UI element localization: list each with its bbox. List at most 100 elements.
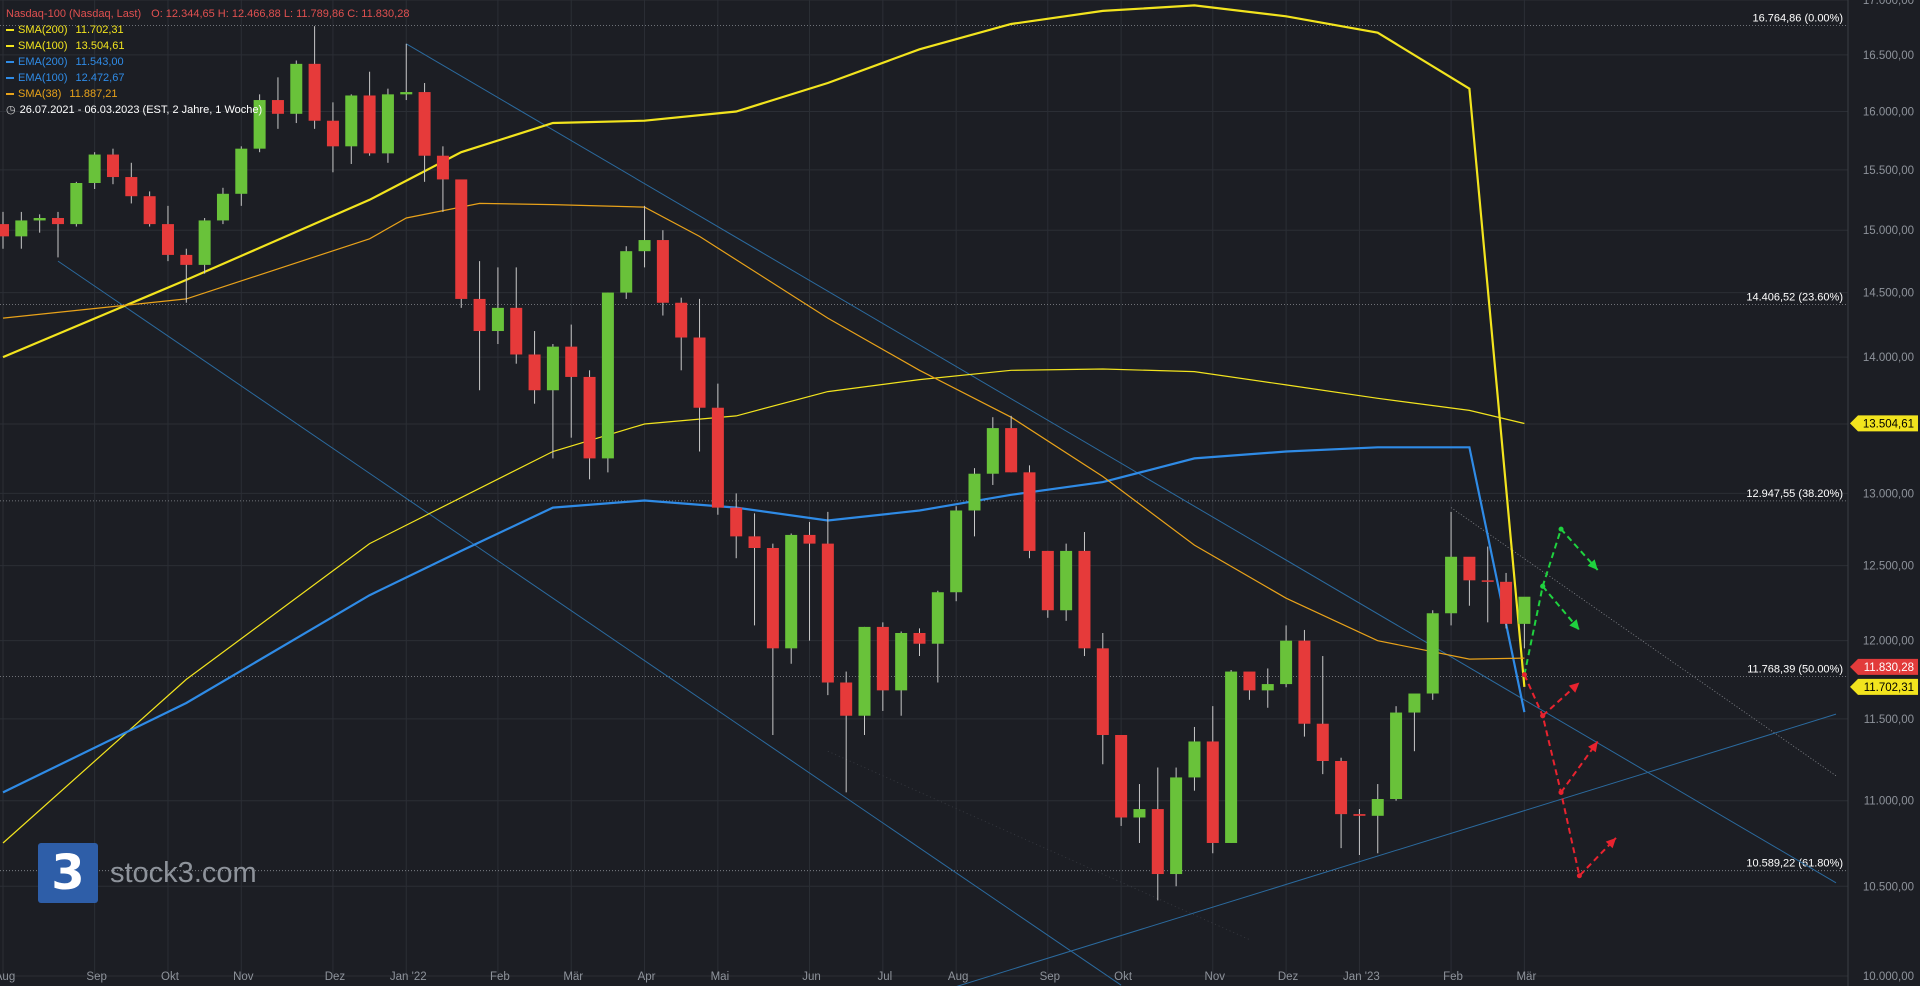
x-tick-label: Aug (0, 971, 15, 983)
x-tick-label: Aug (948, 971, 968, 983)
y-tick-label: 11.500,00 (1864, 714, 1914, 726)
y-tick-label: 16.000,00 (1863, 107, 1914, 119)
fib-label: 14.406,52 (23.60%) (1746, 291, 1843, 303)
candle-body (858, 626, 871, 716)
candle-body (88, 154, 101, 184)
candle-up (785, 533, 798, 664)
date-range: 26.07.2021 - 06.03.2023 (EST, 2 Jahre, 1… (19, 104, 263, 116)
candle-down (271, 77, 284, 129)
candle-down (693, 298, 706, 452)
y-tick-label: 14.500,00 (1863, 288, 1914, 300)
indicator-swatch (6, 61, 14, 63)
candle-down (125, 162, 138, 204)
indicator-swatch (6, 45, 14, 47)
candle-body (1243, 671, 1256, 691)
legend-indicator[interactable]: EMA(100) 12.472,67 (6, 70, 409, 86)
price-tag (1850, 678, 1918, 695)
candle-up (1170, 767, 1183, 887)
candle-body (1280, 640, 1293, 685)
legend-indicator[interactable]: SMA(38) 11.887,21 (6, 86, 409, 102)
x-tick-label: Nov (233, 971, 254, 983)
candle-up (33, 214, 46, 233)
candle-up (620, 246, 633, 299)
candle-down (0, 211, 9, 249)
candle-body (125, 177, 138, 197)
candle-body (1335, 760, 1348, 815)
candle-body (418, 92, 431, 156)
projection-down-alt1-path-head (1568, 682, 1580, 693)
candle-body (693, 337, 706, 408)
series-line-ema200 (2, 446, 1526, 794)
indicator-swatch (6, 93, 14, 95)
candle-body (1005, 428, 1018, 473)
legend-indicator[interactable]: SMA(200) 11.702,31 (6, 22, 409, 38)
candle-up (1371, 784, 1384, 854)
x-tick-label: Dez (325, 971, 346, 983)
candle-down (1500, 572, 1513, 629)
candle-body (1170, 777, 1183, 875)
candle-body (1463, 556, 1476, 581)
price-tag-label: 13.504,61 (1863, 418, 1914, 430)
indicator-swatch (6, 77, 14, 79)
x-tick-label: Dez (1278, 971, 1299, 983)
candle-down (1353, 809, 1366, 855)
candle-body (1206, 741, 1219, 843)
candle-down (730, 493, 743, 559)
candle-down (583, 370, 596, 480)
candle-body (931, 592, 944, 644)
candle-body (1133, 809, 1146, 818)
x-tick-label: Mär (1516, 971, 1536, 983)
series-line-sma100 (2, 4, 1526, 688)
indicator-label: EMA(100) (18, 72, 68, 84)
candle-body (0, 224, 9, 237)
candle-body (161, 224, 174, 255)
candle-down (51, 211, 64, 258)
candle-down (363, 71, 376, 156)
candle-up (235, 146, 248, 206)
candle-body (730, 507, 743, 537)
candle-body (1151, 809, 1164, 875)
stock3-logo: 3 stock3.com (38, 843, 257, 903)
x-tick-label: Okt (161, 971, 180, 983)
x-tick-label: Nov (1205, 971, 1226, 983)
legend-indicator[interactable]: EMA(200) 11.543,00 (6, 54, 409, 70)
candle-up (381, 88, 394, 163)
candle-body (1426, 613, 1439, 694)
candle-body (308, 63, 321, 121)
candle-down (766, 543, 779, 735)
candle-body (620, 251, 633, 293)
candle-body (1041, 550, 1054, 611)
indicator-swatch (6, 29, 14, 31)
candle-body (968, 473, 981, 511)
candle-up (491, 267, 504, 345)
y-tick-label: 13.000,00 (1863, 488, 1914, 500)
candle-body (766, 547, 779, 649)
x-tick-label: Okt (1114, 971, 1133, 983)
candle-down (418, 82, 431, 182)
fib-label: 12.947,55 (38.20%) (1746, 488, 1843, 500)
candle-body (583, 376, 596, 459)
candle-body (1078, 550, 1091, 649)
candle-body (656, 240, 669, 303)
candle-up (1280, 625, 1293, 688)
candle-down (1096, 633, 1109, 765)
indicator-value: 13.504,61 (75, 40, 125, 52)
legend-indicator[interactable]: SMA(100) 13.504,61 (6, 38, 409, 54)
x-tick-label: Sep (1040, 971, 1060, 983)
candle-down (748, 513, 761, 626)
price-tag (1850, 415, 1918, 432)
candle-down (1206, 706, 1219, 854)
candle-down (1151, 767, 1164, 901)
candle-body (15, 220, 28, 237)
projection-up-path-head (1587, 559, 1598, 570)
candle-body (1481, 580, 1494, 582)
candle-body (675, 302, 688, 338)
candle-down (1316, 656, 1329, 775)
candle-up (70, 181, 83, 227)
candle-down (1078, 532, 1091, 657)
candle-up (1445, 511, 1458, 626)
candle-body (1261, 684, 1274, 691)
candle-up (950, 506, 963, 602)
projection-up-alt-path-node (1540, 583, 1546, 589)
